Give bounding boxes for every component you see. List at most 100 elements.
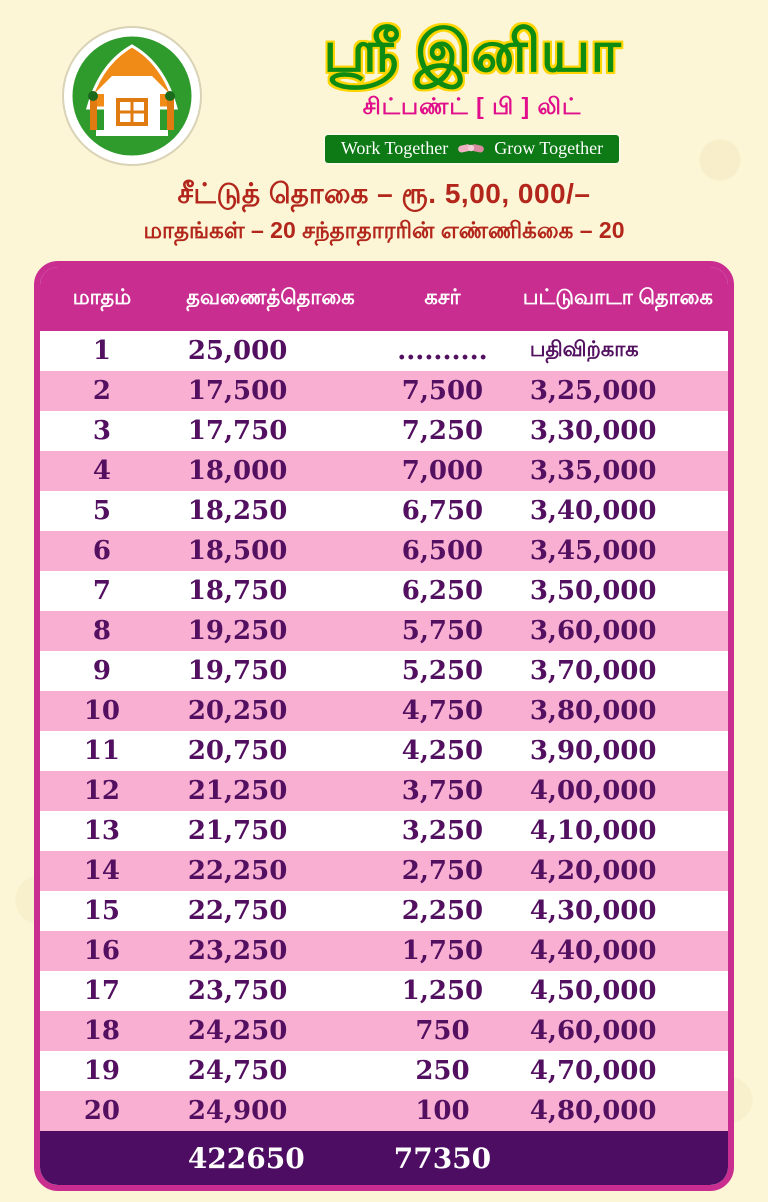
kasar-cell: 4,250	[377, 731, 508, 771]
payout-cell: 3,30,000	[507, 411, 728, 451]
kasar-cell: 3,750	[377, 771, 508, 811]
table-row: 5 18,250 6,750 3,40,000	[40, 491, 728, 531]
table-row: 10 20,250 4,750 3,80,000	[40, 691, 728, 731]
table-row: 16 23,250 1,750 4,40,000	[40, 931, 728, 971]
table-row: 11 20,750 4,250 3,90,000	[40, 731, 728, 771]
installment-cell: 21,250	[163, 771, 378, 811]
month-cell: 14	[40, 851, 164, 891]
payout-cell: 3,35,000	[507, 451, 728, 491]
installment-cell: 18,250	[163, 491, 378, 531]
totals-empty-cell	[40, 1131, 164, 1185]
payout-cell: 3,60,000	[507, 611, 728, 651]
header-text: ஸ்ரீ இனியா சிட்பண்ட் [ பி ] லிட் Work To…	[204, 16, 740, 163]
kasar-header: கசர்	[377, 267, 508, 331]
payout-cell: 3,45,000	[507, 531, 728, 571]
kasar-cell: 2,750	[377, 851, 508, 891]
table-row: 13 21,750 3,250 4,10,000	[40, 811, 728, 851]
table-header-row: மாதம் தவணைத்தொகை கசர் பட்டுவாடா தொகை	[40, 267, 728, 331]
payout-cell: 4,80,000	[507, 1091, 728, 1131]
installment-cell: 20,750	[163, 731, 378, 771]
month-cell: 16	[40, 931, 164, 971]
total-installment-cell: 422650	[163, 1131, 378, 1185]
installment-cell: 22,750	[163, 891, 378, 931]
table-row: 15 22,750 2,250 4,30,000	[40, 891, 728, 931]
table-row: 3 17,750 7,250 3,30,000	[40, 411, 728, 451]
installment-header: தவணைத்தொகை	[163, 267, 378, 331]
chit-amount-text: சீட்டுத் தொகை – ரூ. 5,00, 000/–	[177, 178, 591, 209]
installment-cell: 17,750	[163, 411, 378, 451]
installment-cell: 23,250	[163, 931, 378, 971]
totals-empty-cell	[507, 1131, 728, 1185]
installment-cell: 19,750	[163, 651, 378, 691]
month-cell: 7	[40, 571, 164, 611]
installment-cell: 17,500	[163, 371, 378, 411]
month-cell: 1	[40, 331, 164, 371]
payout-cell: 4,20,000	[507, 851, 728, 891]
month-cell: 3	[40, 411, 164, 451]
kasar-cell: ..........	[377, 331, 508, 371]
payout-cell: 4,70,000	[507, 1051, 728, 1091]
scheme-details: சீட்டுத் தொகை – ரூ. 5,00, 000/– மாதங்கள்…	[0, 178, 768, 247]
table-row: 1 25,000.......... பதிவிற்காக	[40, 331, 728, 371]
table-row: 9 19,750 5,250 3,70,000	[40, 651, 728, 691]
company-subtitle: சிட்பண்ட் [ பி ] லிட்	[362, 92, 582, 119]
table-row: 4 18,000 7,000 3,35,000	[40, 451, 728, 491]
table-row: 8 19,250 5,750 3,60,000	[40, 611, 728, 651]
table-row: 20 24,900 100 4,80,000	[40, 1091, 728, 1131]
kasar-cell: 5,250	[377, 651, 508, 691]
month-cell: 19	[40, 1051, 164, 1091]
kasar-cell: 1,250	[377, 971, 508, 1011]
month-cell: 10	[40, 691, 164, 731]
company-title: ஸ்ரீ இனியா	[323, 19, 621, 84]
payout-cell: 4,30,000	[507, 891, 728, 931]
payout-cell: 3,90,000	[507, 731, 728, 771]
month-cell: 2	[40, 371, 164, 411]
kasar-cell: 4,750	[377, 691, 508, 731]
table-row: 17 23,750 1,250 4,50,000	[40, 971, 728, 1011]
payout-cell: 3,80,000	[507, 691, 728, 731]
company-logo	[60, 24, 204, 168]
month-cell: 5	[40, 491, 164, 531]
handshake-icon	[457, 140, 485, 156]
kasar-cell: 6,750	[377, 491, 508, 531]
payout-cell: 3,70,000	[507, 651, 728, 691]
month-cell: 4	[40, 451, 164, 491]
kasar-cell: 3,250	[377, 811, 508, 851]
house-logo-icon	[62, 26, 202, 166]
kasar-cell: 7,250	[377, 411, 508, 451]
payout-cell: 4,60,000	[507, 1011, 728, 1051]
month-cell: 18	[40, 1011, 164, 1051]
totals-row: 422650 77350	[40, 1131, 728, 1185]
month-cell: 9	[40, 651, 164, 691]
motto-banner: Work Together Grow Together	[324, 134, 620, 163]
installment-cell: 24,900	[163, 1091, 378, 1131]
kasar-cell: 7,000	[377, 451, 508, 491]
month-cell: 8	[40, 611, 164, 651]
payout-cell: 4,40,000	[507, 931, 728, 971]
installment-cell: 18,750	[163, 571, 378, 611]
month-cell: 13	[40, 811, 164, 851]
kasar-cell: 7,500	[377, 371, 508, 411]
kasar-cell: 100	[377, 1091, 508, 1131]
motto-right: Grow Together	[494, 137, 604, 158]
total-kasar-cell: 77350	[377, 1131, 508, 1185]
payout-cell: 3,25,000	[507, 371, 728, 411]
payout-cell: 3,50,000	[507, 571, 728, 611]
months-subscribers-text: மாதங்கள் – 20 சந்தாதாரரின் எண்ணிக்கை – 2…	[143, 217, 625, 243]
kasar-cell: 5,750	[377, 611, 508, 651]
chit-table: மாதம் தவணைத்தொகை கசர் பட்டுவாடா தொகை 1 25…	[34, 261, 734, 1191]
installment-cell: 21,750	[163, 811, 378, 851]
kasar-cell: 6,250	[377, 571, 508, 611]
installment-cell: 24,750	[163, 1051, 378, 1091]
installment-cell: 22,250	[163, 851, 378, 891]
month-header: மாதம்	[40, 267, 164, 331]
payout-header: பட்டுவாடா தொகை	[507, 267, 728, 331]
motto-left: Work Together	[340, 137, 449, 158]
installment-cell: 18,500	[163, 531, 378, 571]
kasar-cell: 250	[377, 1051, 508, 1091]
table-row: 2 17,500 7,500 3,25,000	[40, 371, 728, 411]
table-row: 19 24,750 250 4,70,000	[40, 1051, 728, 1091]
kasar-cell: 6,500	[377, 531, 508, 571]
header: ஸ்ரீ இனியா சிட்பண்ட் [ பி ] லிட் Work To…	[0, 0, 768, 168]
